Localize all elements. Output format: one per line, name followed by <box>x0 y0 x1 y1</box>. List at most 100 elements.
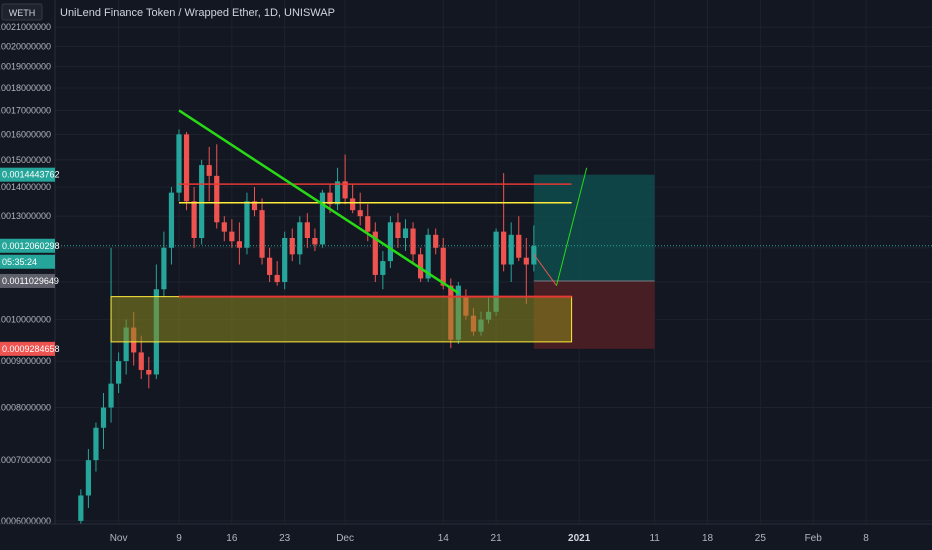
candle-body <box>357 210 363 217</box>
price-tick-label: 0.0010000000 <box>0 315 51 325</box>
price-tick-label: 0.0021000000 <box>0 22 51 32</box>
price-tick-label: 0.0015000000 <box>0 155 51 165</box>
candle-body <box>304 222 310 239</box>
candle-body <box>418 254 424 279</box>
date-tick-label: 16 <box>226 533 238 544</box>
candle-body <box>327 192 333 205</box>
candle-body <box>372 231 378 275</box>
candle-body <box>108 383 114 408</box>
candle-body <box>312 238 318 245</box>
date-tick-label: 14 <box>438 533 450 544</box>
candle-body <box>244 201 250 248</box>
price-tick-label: 0.0016000000 <box>0 129 51 139</box>
candle-body <box>319 192 326 245</box>
price-tags: 0.0014443762 0.0012060298 05:35:24 0.001102… <box>0 167 60 356</box>
price-tag-bg <box>0 238 55 253</box>
symbol-badge-label: WETH <box>9 8 36 18</box>
date-tick-label: 9 <box>176 533 182 544</box>
candle-body <box>116 361 122 384</box>
price-tag-bg <box>0 254 55 269</box>
candle-body <box>251 201 258 211</box>
price-tag-bg <box>0 273 55 288</box>
price-tick-label: 0.0006000000 <box>0 516 51 526</box>
target-zone <box>533 174 655 281</box>
price-tick-label: 0.0018000000 <box>0 83 51 93</box>
date-tick-label: 21 <box>491 533 503 544</box>
candle-body <box>267 257 273 275</box>
price-tag: 0.0014443762 <box>0 167 60 182</box>
price-tag-label: 0.0009284658 <box>2 344 60 354</box>
price-tag-label: 0.0012060298 <box>2 241 60 251</box>
candle-body <box>516 234 522 258</box>
candle-body <box>221 222 227 232</box>
candle-body <box>78 495 84 521</box>
price-tag: 0.0012060298 <box>0 238 60 253</box>
date-tick-label: Feb <box>805 533 823 544</box>
price-tick-label: 0.0007000000 <box>0 455 51 465</box>
price-tag: 05:35:24 <box>0 254 55 269</box>
date-tick-label: 11 <box>649 533 660 544</box>
candle-body <box>350 198 356 211</box>
candle-body <box>123 327 129 362</box>
drawing-layer <box>110 109 588 343</box>
time-axis[interactable]: Nov 9 16 23 Dec 14 21 2021 11 18 25 Feb 8 <box>0 523 932 550</box>
price-tick-label: 0.0014000000 <box>0 182 51 192</box>
downtrend-line <box>178 109 460 294</box>
candle-body <box>297 222 303 255</box>
candle-body <box>146 369 152 375</box>
candle-body <box>176 134 182 193</box>
candle-body <box>501 231 507 265</box>
candle-body <box>183 134 190 202</box>
candle-body <box>168 192 175 248</box>
symbol-badge[interactable] <box>1 3 43 21</box>
candle-body <box>508 234 514 265</box>
projection-rise <box>556 167 588 286</box>
candle-body <box>236 241 242 248</box>
candle-body <box>100 407 107 428</box>
candle-body <box>395 222 401 239</box>
time-axis-band <box>0 524 932 550</box>
candle-body <box>199 165 205 239</box>
candle-body <box>214 175 220 223</box>
candle-body <box>493 231 499 312</box>
projection-dip <box>533 254 557 286</box>
price-tick-label: 0.0020000000 <box>0 41 51 51</box>
candle-body <box>85 460 91 496</box>
price-tag: 0.0009284658 <box>0 341 60 356</box>
candle-body <box>440 247 446 286</box>
candle-body <box>282 238 288 283</box>
date-tick-label: 18 <box>702 533 714 544</box>
price-tick-label: 0.0019000000 <box>0 62 51 72</box>
candle-body <box>425 234 431 279</box>
price-tag-label: 0.0014443762 <box>2 170 60 180</box>
candle-body <box>161 247 167 290</box>
date-tick-label: 25 <box>755 533 767 544</box>
candle-body <box>289 238 295 255</box>
chart-title: UniLend Finance Token / Wrapped Ether, 1… <box>60 7 335 19</box>
date-tick-label: Nov <box>110 533 128 544</box>
candle-body <box>402 228 409 239</box>
candle-body <box>433 234 439 248</box>
candle-body <box>206 165 212 176</box>
price-tick-label: 0.0017000000 <box>0 105 51 115</box>
price-tag-label: 0.0011029649 <box>2 276 59 286</box>
chart-header: WETH UniLend Finance Token / Wrapped Eth… <box>1 3 335 21</box>
price-tag-bg <box>0 341 55 356</box>
price-tag-label: 05:35:24 <box>2 257 37 267</box>
candle-body <box>380 261 386 275</box>
candle-body <box>259 210 265 258</box>
date-tick-label: 2021 <box>568 533 591 544</box>
price-tick-label: 0.0009000000 <box>0 356 51 366</box>
date-tick-label: Dec <box>336 533 354 544</box>
candle-body <box>523 257 529 265</box>
candle-body <box>410 228 416 255</box>
price-tag-bg <box>0 167 55 182</box>
candle-body <box>334 181 341 205</box>
price-tag: 0.0011029649 <box>0 273 59 288</box>
candle-body <box>229 231 235 242</box>
date-tick-label: 23 <box>279 533 291 544</box>
candle-body <box>342 181 348 199</box>
candle-body <box>138 352 144 370</box>
